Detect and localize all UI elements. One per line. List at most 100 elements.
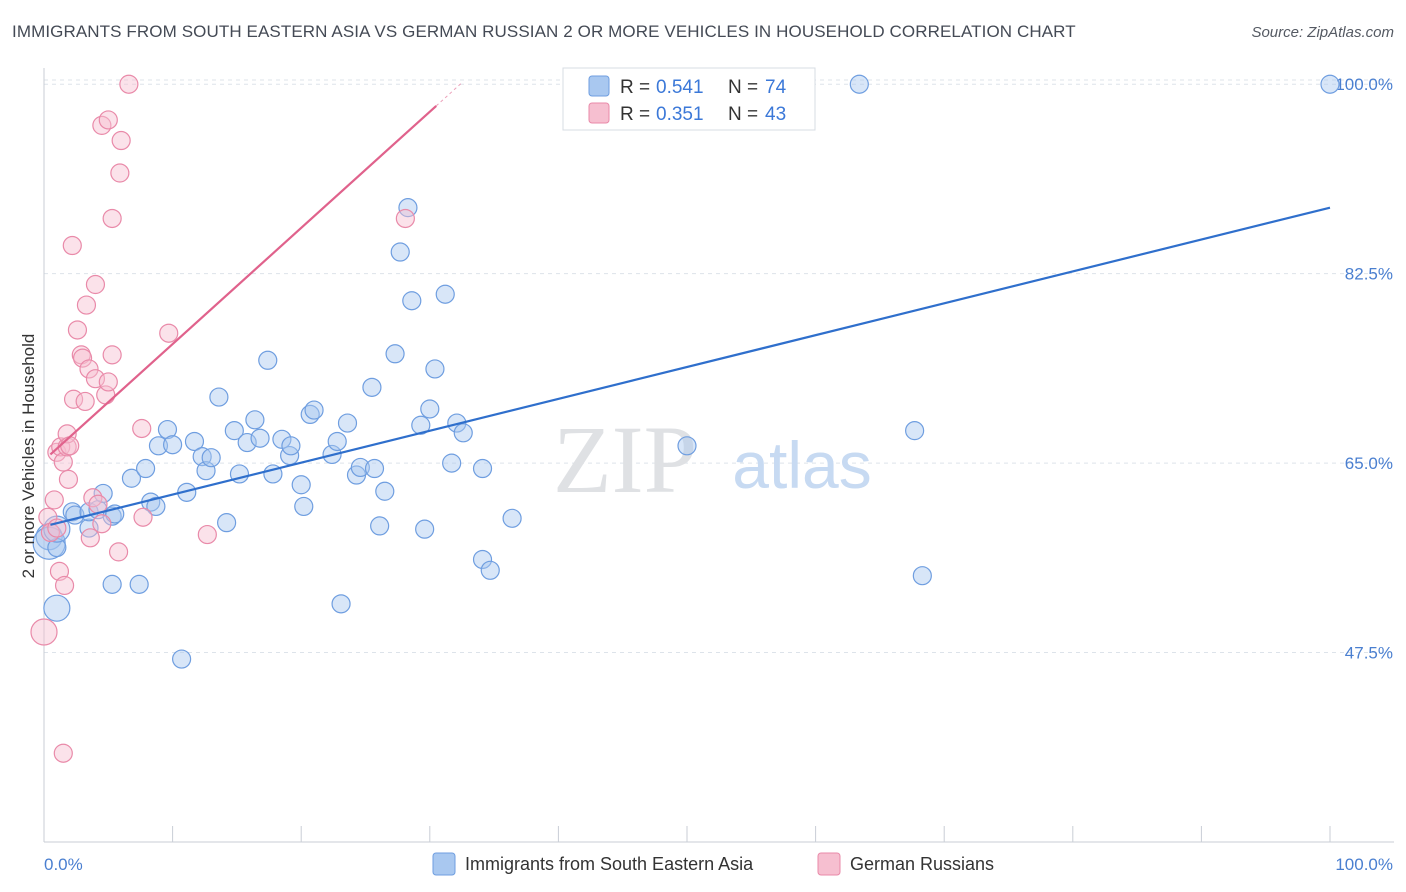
point-german-russians [53,743,73,763]
point-immigrants-sea [375,481,395,501]
point-german-russians [98,110,118,130]
y-tick-label: 82.5% [1345,265,1393,284]
legend-n-label-0: N = [728,77,758,98]
x-tick-label: 0.0% [44,855,83,874]
x-tick-label: 100.0% [1335,855,1393,874]
point-german-russians [92,514,112,534]
series-legend-swatch-blue [432,852,456,876]
point-german-russians [44,490,64,510]
point-german-russians [119,74,139,94]
point-german-russians [57,424,77,444]
point-immigrants-sea [294,496,314,517]
point-german-russians [111,130,131,151]
legend-r-value-0: 0.541 [656,77,704,98]
point-immigrants-sea [250,428,270,448]
point-immigrants-sea [364,458,385,479]
point-immigrants-sea [304,400,324,420]
point-german-russians [80,528,100,548]
point-immigrants-sea [453,423,473,443]
point-immigrants-sea [93,483,113,504]
legend-r-label-1: R = [620,104,650,125]
trend-line-extension [435,82,463,107]
source-credit: Source: ZipAtlas.com [1251,24,1394,41]
legend: R = 0.541 N = 74 R = 0.351 N = 43 [562,67,816,131]
point-immigrants-sea [146,496,166,517]
point-immigrants-sea [172,649,192,669]
point-immigrants-sea [912,566,932,586]
point-german-russians [83,488,103,508]
point-immigrants-sea [435,284,455,304]
watermark-atlas: atlas [732,428,871,502]
point-german-russians [395,208,415,229]
point-german-russians [62,235,82,256]
point-german-russians [108,542,129,562]
point-german-russians [133,507,153,527]
y-tick-label: 100.0% [1335,75,1393,94]
point-german-russians [132,418,152,439]
point-german-russians [85,274,106,295]
series-legend: Immigrants from South Eastern Asia Germa… [432,852,994,876]
trend-lines [49,82,1331,526]
point-immigrants-sea [157,419,178,440]
series-legend-label-0: Immigrants from South Eastern Asia [465,854,754,874]
point-immigrants-sea [472,458,493,479]
point-german-russians [53,452,73,472]
point-immigrants-sea [385,344,405,364]
point-immigrants-sea [135,458,156,479]
point-immigrants-sea [148,436,169,456]
point-immigrants-sea [402,291,422,311]
point-immigrants-sea [350,457,370,478]
point-immigrants-sea [327,431,347,452]
point-immigrants-sea [331,594,351,614]
point-german-russians [58,469,79,489]
point-german-russians [76,295,97,315]
point-immigrants-sea [184,431,205,452]
point-immigrants-sea [291,475,311,495]
point-immigrants-sea [442,453,462,473]
legend-swatch-blue [588,75,610,97]
point-immigrants-sea [370,516,390,536]
data-points [30,74,1340,763]
point-immigrants-sea [472,549,493,570]
point-immigrants-sea [411,415,431,435]
point-immigrants-sea [480,560,500,580]
point-german-russians [67,320,88,340]
point-immigrants-sea [258,350,278,370]
point-german-russians [102,208,122,229]
point-german-russians [197,524,217,545]
watermark: ZIP atlas [553,406,872,513]
legend-n-value-1: 43 [765,104,786,125]
trend-line-immigrants-sea [50,206,1331,526]
point-german-russians [98,372,118,392]
point-german-russians [102,345,122,365]
point-german-russians [110,163,130,183]
point-immigrants-sea [201,448,221,468]
point-immigrants-sea [502,508,522,528]
point-immigrants-sea [121,468,142,488]
watermark-zip: ZIP [553,406,697,513]
y-tick-label: 65.0% [1345,454,1393,473]
point-immigrants-sea [62,502,82,522]
point-german-russians [54,575,75,596]
point-immigrants-sea [677,436,697,456]
point-immigrants-sea [43,594,71,622]
point-immigrants-sea [362,377,382,397]
legend-r-label-0: R = [620,77,650,98]
point-immigrants-sea [245,410,265,430]
point-immigrants-sea [849,74,869,94]
point-immigrants-sea [281,436,301,456]
point-german-russians [75,391,95,412]
point-immigrants-sea [1320,74,1340,94]
grid-lines [44,79,1394,654]
point-german-russians [63,389,84,409]
point-immigrants-sea [420,399,440,419]
point-immigrants-sea [129,574,149,594]
point-immigrants-sea [163,435,183,455]
point-immigrants-sea [217,513,237,533]
series-legend-swatch-pink [817,852,841,876]
point-immigrants-sea [209,387,229,407]
y-axis-label: 2 or more Vehicles in Household [19,334,38,579]
legend-n-value-0: 74 [765,77,787,98]
point-german-russians [72,348,93,368]
